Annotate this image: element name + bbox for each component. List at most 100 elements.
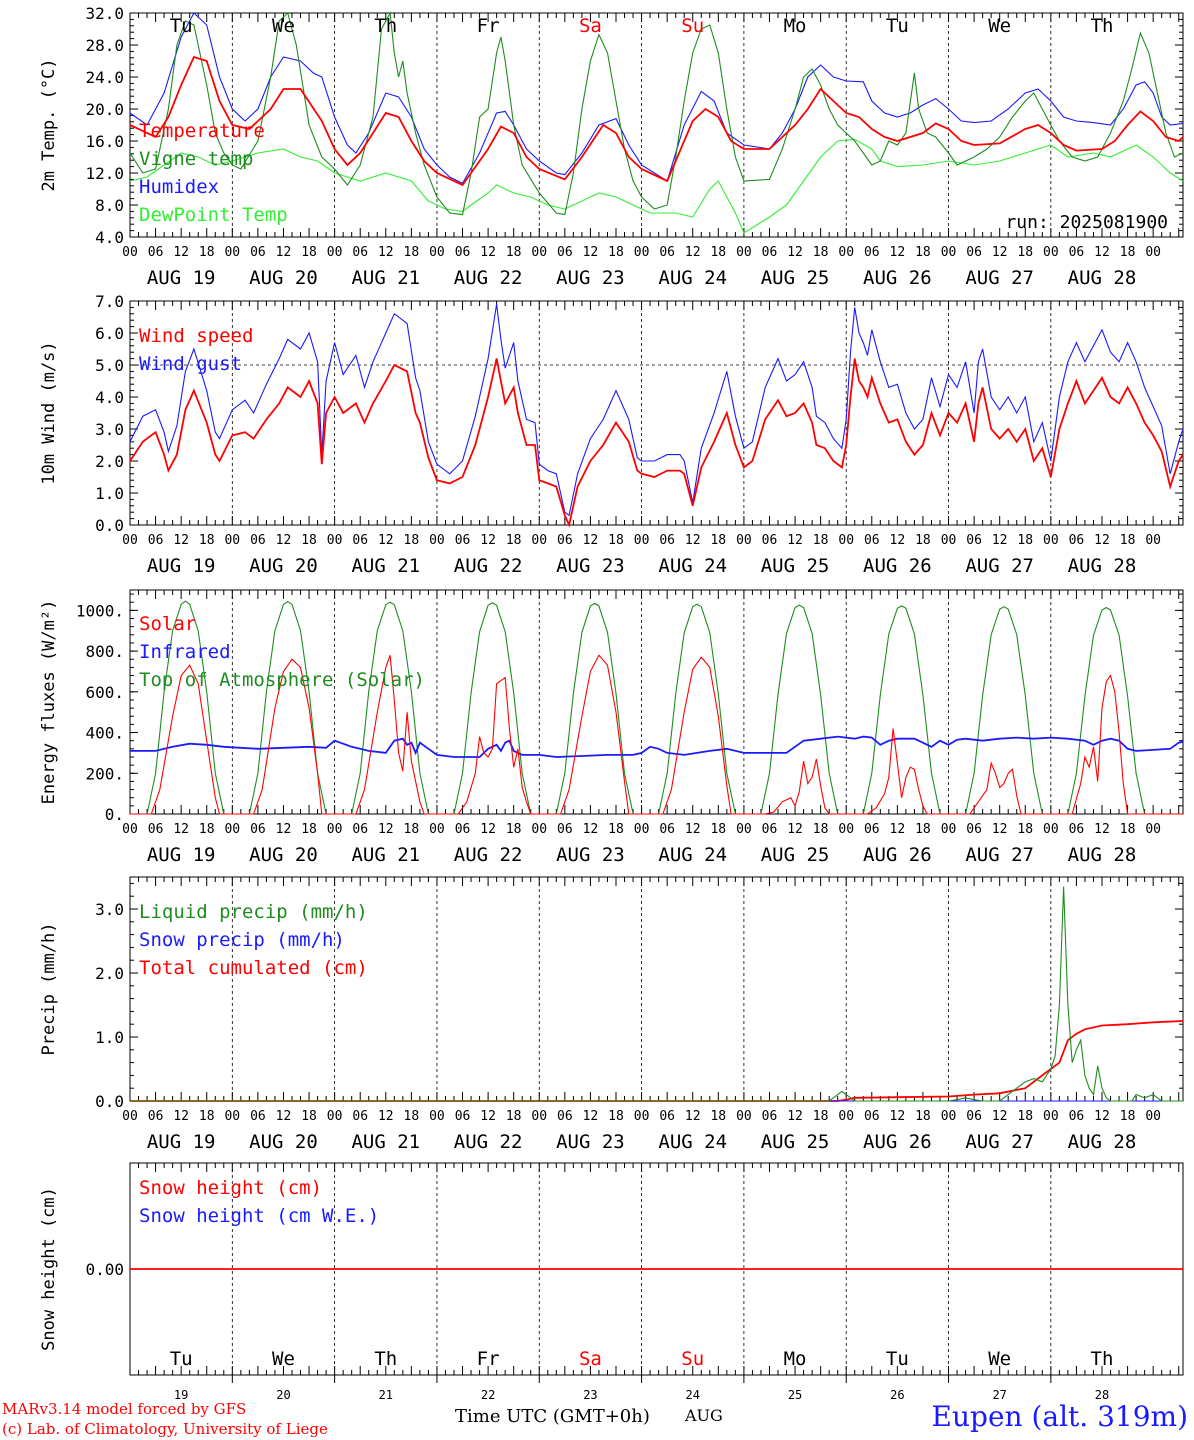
date-label: AUG 28 — [1068, 844, 1137, 866]
hour-tick-label: 18 — [1017, 1109, 1033, 1124]
hour-tick-label: 18 — [1120, 245, 1136, 260]
hour-tick-label: 00 — [634, 822, 650, 837]
weekday-label: Fr — [477, 1348, 500, 1370]
hour-tick-label: 18 — [813, 533, 829, 548]
y-tick-label: 2.0 — [95, 452, 124, 471]
date-label: AUG 24 — [658, 844, 727, 866]
date-label: AUG 23 — [556, 1131, 625, 1153]
hour-tick-label: 00 — [429, 1109, 445, 1124]
hour-tick-label: 18 — [404, 822, 420, 837]
hour-tick-label: 18 — [404, 1109, 420, 1124]
y-tick-label: 8.0 — [95, 196, 124, 215]
hour-tick-label: 18 — [404, 533, 420, 548]
hour-tick-label: 12 — [378, 533, 394, 548]
hour-tick-label: 12 — [480, 822, 496, 837]
legend-entry: Wind speed — [139, 325, 253, 347]
hour-tick-label: 18 — [301, 245, 317, 260]
hour-tick-label: 06 — [762, 533, 778, 548]
y-tick-label: 28.0 — [85, 36, 124, 55]
hour-tick-label: 12 — [992, 533, 1008, 548]
hour-tick-label: 12 — [685, 1109, 701, 1124]
hour-tick-label: 00 — [122, 1109, 138, 1124]
hour-tick-label: 12 — [276, 1109, 292, 1124]
hour-tick-label: 12 — [276, 245, 292, 260]
date-label: AUG 19 — [147, 267, 216, 289]
hour-tick-label: 18 — [199, 1109, 215, 1124]
weekday-label: We — [272, 1348, 295, 1370]
y-axis-label: Snow height (cm) — [39, 1187, 59, 1351]
hour-tick-label: 12 — [890, 245, 906, 260]
hour-tick-label: 06 — [1069, 1109, 1085, 1124]
date-label: AUG 27 — [965, 1131, 1034, 1153]
hour-tick-label: 00 — [736, 1109, 752, 1124]
y-tick-label: 7.0 — [95, 292, 124, 311]
hour-tick-label: 12 — [992, 245, 1008, 260]
date-label: AUG 28 — [1068, 267, 1137, 289]
hour-tick-label: 06 — [352, 1109, 368, 1124]
y-tick-label: 1.0 — [95, 484, 124, 503]
y-axis-label: 2m Temp. (°C) — [39, 58, 59, 191]
day-number-label: 21 — [379, 1388, 393, 1402]
hour-tick-label: 06 — [659, 245, 675, 260]
date-label: AUG 24 — [658, 1131, 727, 1153]
hour-tick-label: 12 — [1094, 245, 1110, 260]
y-axis-label: 10m Wind (m/s) — [39, 341, 59, 484]
hour-tick-label: 00 — [634, 533, 650, 548]
hour-tick-label: 18 — [1017, 822, 1033, 837]
hour-tick-label: 18 — [608, 1109, 624, 1124]
hour-tick-label: 00 — [122, 533, 138, 548]
y-tick-label: 0.0 — [95, 1092, 124, 1111]
hour-tick-label: 18 — [710, 245, 726, 260]
hour-tick-label: 12 — [378, 245, 394, 260]
hour-tick-label: 12 — [1094, 1109, 1110, 1124]
hour-tick-label: 00 — [122, 245, 138, 260]
hour-tick-label: 06 — [148, 1109, 164, 1124]
day-number-label: 27 — [992, 1388, 1006, 1402]
day-number-label: 26 — [890, 1388, 904, 1402]
hour-tick-label: 18 — [710, 533, 726, 548]
y-tick-label: 3.0 — [95, 900, 124, 919]
hour-tick-label: 00 — [531, 822, 547, 837]
weekday-label: Tu — [170, 1348, 193, 1370]
hour-tick-label: 12 — [480, 1109, 496, 1124]
hour-tick-label: 06 — [455, 1109, 471, 1124]
hour-tick-label: 00 — [531, 245, 547, 260]
legend-entry: Total cumulated (cm) — [139, 957, 368, 979]
hour-tick-label: 18 — [813, 1109, 829, 1124]
y-tick-label: 0.00 — [85, 1260, 124, 1279]
hour-tick-label: 12 — [276, 822, 292, 837]
hour-tick-label: 06 — [557, 822, 573, 837]
y-tick-label: 16.0 — [85, 132, 124, 151]
hour-tick-label: 06 — [250, 822, 266, 837]
y-tick-label: 200. — [85, 764, 124, 783]
weekday-label: Sa — [579, 15, 602, 37]
day-number-label: 28 — [1095, 1388, 1109, 1402]
hour-tick-label: 06 — [864, 822, 880, 837]
panel-temperature: 4.0 8.0 12.0 16.0 20.0 24.0 28.0 32.0 2m Temp. (… — [39, 4, 1184, 289]
hour-tick-label: 12 — [890, 1109, 906, 1124]
y-tick-label: 32.0 — [85, 4, 124, 23]
hour-tick-label: 00 — [531, 1109, 547, 1124]
series-line-wind-gust — [129, 304, 1184, 517]
hour-tick-label: 00 — [736, 822, 752, 837]
hour-tick-label: 12 — [787, 822, 803, 837]
hour-tick-label: 12 — [583, 245, 599, 260]
hour-tick-label: 18 — [915, 245, 931, 260]
hour-tick-label: 00 — [736, 245, 752, 260]
hour-tick-label: 06 — [966, 1109, 982, 1124]
legend-entry: Top of Atmosphere (Solar) — [139, 669, 425, 691]
hour-tick-label: 00 — [941, 822, 957, 837]
day-number-label: 23 — [583, 1388, 597, 1402]
y-tick-label: 1.0 — [95, 1028, 124, 1047]
hour-tick-label: 06 — [148, 533, 164, 548]
weekday-label: Th — [374, 1348, 397, 1370]
date-label: AUG 27 — [965, 555, 1034, 577]
hour-tick-label: 00 — [838, 533, 854, 548]
weekday-label: Tu — [170, 15, 193, 37]
y-tick-label: 600. — [85, 683, 124, 702]
weekday-label: Th — [374, 15, 397, 37]
hour-tick-label: 06 — [148, 245, 164, 260]
hour-tick-label: 12 — [1094, 533, 1110, 548]
y-tick-label: 0. — [105, 805, 124, 824]
day-number-label: 19 — [174, 1388, 188, 1402]
